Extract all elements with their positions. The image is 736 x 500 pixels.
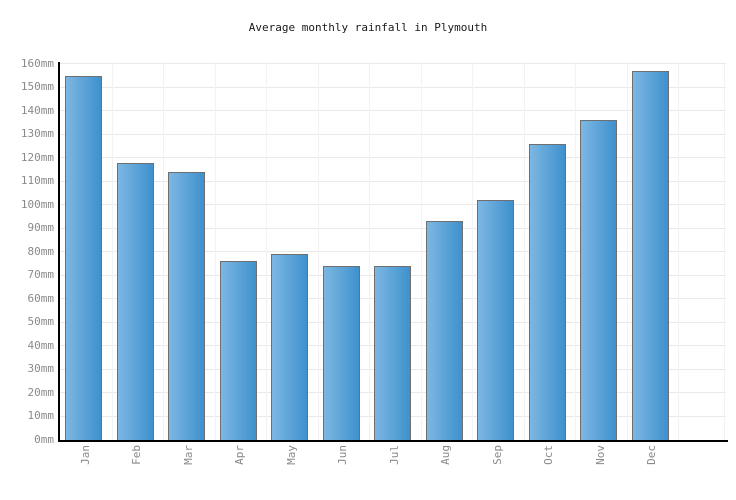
x-axis-tick-label-sep: Sep (490, 445, 504, 465)
horizontal-gridline (60, 157, 726, 158)
vertical-gridline (215, 62, 216, 440)
y-axis-tick-label: 100mm (20, 197, 54, 211)
y-axis-tick-label: 130mm (20, 127, 54, 141)
x-axis-tick-label-feb: Feb (130, 445, 143, 465)
y-axis-tick-label: 160mm (20, 56, 54, 70)
bar-may (271, 254, 308, 440)
horizontal-gridline (60, 133, 726, 135)
bar-nov (580, 120, 617, 440)
vertical-gridline (724, 62, 725, 440)
y-axis-tick-label: 140mm (20, 103, 54, 117)
vertical-gridline (472, 62, 473, 440)
plot-area (58, 62, 728, 442)
vertical-gridline (163, 62, 164, 440)
y-axis-tick-label: 110mm (20, 174, 54, 188)
bar-jan (65, 75, 102, 440)
bar-dec (631, 71, 669, 440)
x-axis-tick-label-aug: Aug (439, 445, 452, 465)
x-axis-tick-label-nov: Nov (593, 445, 607, 465)
bar-oct (528, 143, 566, 440)
x-axis-tick-label-jan: Jan (78, 445, 92, 465)
y-axis-tick-label: 70mm (27, 268, 55, 282)
horizontal-gridline (60, 251, 726, 252)
bar-apr (219, 261, 257, 440)
y-axis-tick-label: 60mm (27, 291, 55, 305)
horizontal-gridline (60, 110, 726, 111)
bar-jun (322, 266, 360, 440)
vertical-gridline (575, 62, 576, 440)
bar-sep (477, 200, 514, 440)
vertical-gridline (318, 62, 319, 440)
vertical-gridline (421, 62, 422, 440)
y-axis-tick-label: 120mm (20, 150, 54, 164)
y-axis-tick-label: 90mm (27, 221, 55, 235)
x-axis-tick-label-may: May (284, 445, 298, 465)
y-axis-tick-label: 0mm (34, 433, 54, 446)
x-axis-tick-label-jun: Jun (336, 445, 349, 465)
x-axis-tick-label-oct: Oct (542, 445, 555, 465)
chart-title: Average monthly rainfall in Plymouth (248, 21, 488, 34)
horizontal-gridline (60, 227, 726, 229)
vertical-gridline (112, 62, 113, 440)
horizontal-gridline (60, 180, 726, 182)
vertical-gridline (369, 62, 370, 440)
vertical-gridline (524, 62, 525, 440)
y-axis-tick-label: 80mm (27, 244, 55, 258)
horizontal-gridline (60, 204, 726, 205)
x-axis-tick-label-apr: Apr (233, 445, 246, 465)
y-axis-tick-label: 40mm (27, 338, 55, 352)
y-axis-tick-label: 50mm (27, 315, 55, 329)
vertical-gridline (266, 62, 267, 440)
vertical-gridline (627, 62, 628, 440)
bar-mar (168, 172, 205, 440)
x-axis-tick-label-mar: Mar (181, 445, 195, 465)
y-axis-tick-label: 20mm (27, 385, 55, 399)
y-axis-tick-label: 150mm (20, 80, 54, 94)
x-axis-tick-label-jul: Jul (387, 445, 401, 465)
bar-jul (374, 266, 411, 440)
y-axis-tick-label: 10mm (27, 409, 55, 423)
x-axis-tick-label-dec: Dec (645, 445, 658, 465)
horizontal-gridline (60, 63, 726, 64)
bar-aug (425, 221, 463, 440)
y-axis-tick-label: 30mm (27, 362, 55, 376)
vertical-gridline (678, 62, 679, 440)
bar-feb (116, 162, 154, 440)
horizontal-gridline (60, 86, 726, 88)
